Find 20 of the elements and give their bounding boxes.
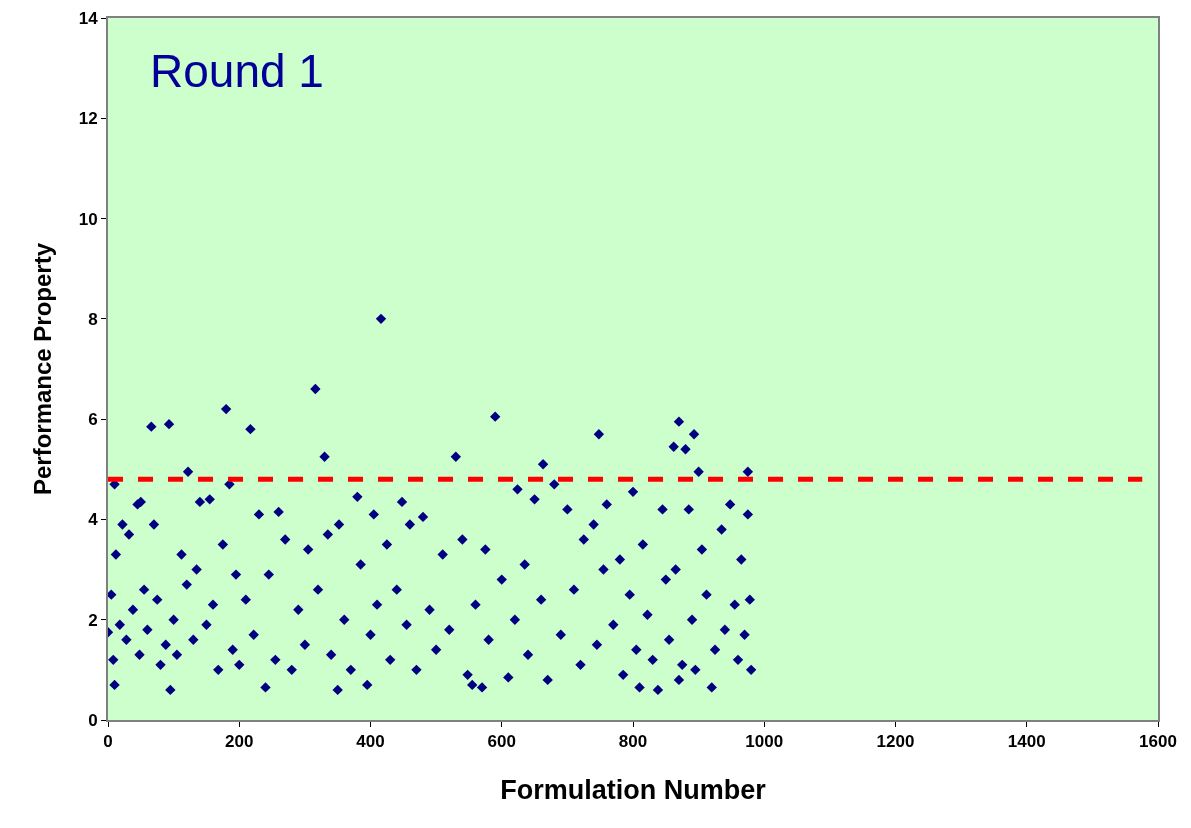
- x-tick-label: 0: [103, 732, 113, 752]
- x-tick-label: 1200: [876, 732, 915, 752]
- x-tick-label: 600: [487, 732, 516, 752]
- x-tick-label: 1400: [1007, 732, 1046, 752]
- x-axis-title: Formulation Number: [500, 775, 767, 806]
- y-tick-label: 12: [78, 109, 98, 129]
- x-tick-label: 800: [618, 732, 648, 752]
- y-tick-label: 4: [88, 510, 99, 530]
- y-axis-title: Performance Property: [29, 242, 57, 496]
- x-tick-label: 1000: [745, 732, 784, 752]
- y-tick-label: 14: [78, 8, 99, 28]
- y-tick-label: 0: [88, 710, 98, 730]
- text: Round 1: [150, 44, 324, 97]
- y-tick-label: 8: [88, 309, 98, 329]
- x-tick-label: 400: [356, 732, 385, 752]
- x-tick-label: 1600: [1139, 732, 1177, 752]
- x-tick-label: 200: [225, 732, 254, 752]
- y-tick-label: 10: [78, 209, 98, 229]
- y-tick-label: 6: [88, 410, 98, 430]
- y-tick-label: 2: [88, 610, 98, 630]
